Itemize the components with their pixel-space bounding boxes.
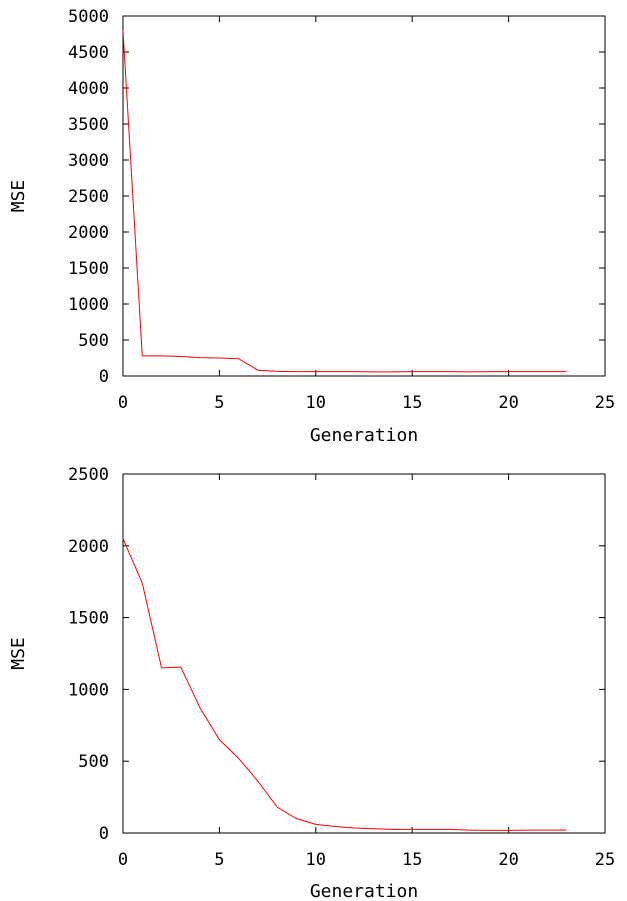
x-tick-label: 0 [118,850,128,870]
x-tick-label: 25 [595,850,615,870]
chart-top-mse-vs-generation: 0 500 1000 1500 2000 2500 3000 3500 4000 4500 5000… [8,7,615,446]
x-tick-label: 0 [118,393,128,413]
x-tick-label: 5 [214,393,224,413]
y-tick-label: 2500 [68,465,109,485]
plot-frame [122,15,606,377]
y-axis-title: MSE [8,637,29,670]
y-tick-label: 1500 [68,609,109,629]
y-tick-label: 5000 [68,7,109,27]
x-tick-label: 10 [306,850,326,870]
y-tick-label: 3000 [68,151,109,171]
y-tick-label: 1000 [68,295,109,315]
x-tick-label: 20 [498,393,518,413]
y-tick-label: 2500 [68,187,109,207]
x-tick-label: 10 [306,393,326,413]
y-tick-label: 2000 [68,537,109,557]
series-line-mse [122,538,567,831]
y-tick-label: 500 [78,752,109,772]
x-tick-label: 5 [214,850,224,870]
y-axis-title: MSE [8,180,29,213]
y-tick-label: 4500 [68,43,109,63]
y-tick-label: 1500 [68,259,109,279]
series-line-mse [122,30,567,373]
y-tick-label: 1000 [68,680,109,700]
x-tick-label: 20 [498,850,518,870]
y-tick-label: 0 [99,367,109,387]
x-tick-label: 15 [402,850,422,870]
y-tick-label: 500 [78,331,109,351]
y-tick-label: 0 [99,824,109,844]
x-axis-title: Generation [310,881,418,901]
y-tick-label: 4000 [68,79,109,99]
x-axis-title: Generation [310,425,418,446]
x-tick-label: 15 [402,393,422,413]
x-tick-label: 25 [595,393,615,413]
plot-frame [122,473,606,834]
chart-bottom-mse-vs-generation: 0 500 1000 1500 2000 2500 0 5 10 15 20 25 Generation… [8,465,615,901]
y-tick-label: 2000 [68,223,109,243]
y-tick-label: 3500 [68,115,109,135]
